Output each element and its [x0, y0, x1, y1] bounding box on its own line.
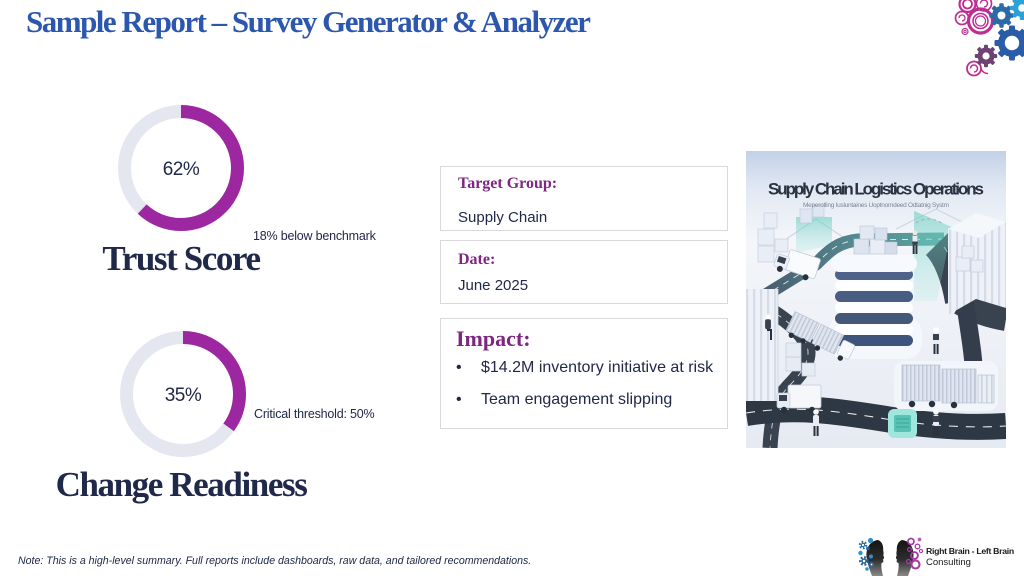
svg-text:Supply Chain Logistics Operati: Supply Chain Logistics Operations — [768, 180, 984, 199]
svg-text:Meperotling Iusluntaines Uoptn: Meperotling Iusluntaines Uoptnomdeed Odt… — [803, 202, 949, 209]
